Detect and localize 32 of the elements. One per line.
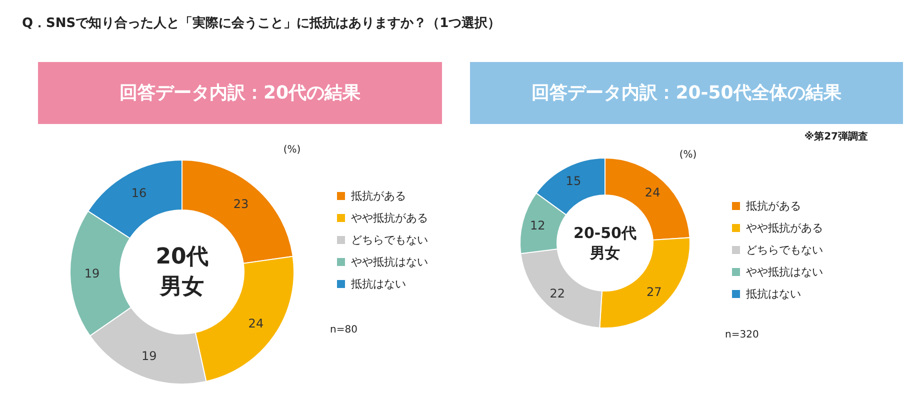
text: n=80 <box>330 324 358 336</box>
data-label: 23 <box>233 197 249 212</box>
data-label: 16 <box>131 186 147 200</box>
chart-title: 回答データ内訳：20代の結果 <box>119 82 362 104</box>
text: 20代 <box>156 244 208 270</box>
legend-label: やや抵抗がある <box>351 212 428 224</box>
legend-label: どちらでもない <box>746 244 823 256</box>
legend-label: やや抵抗がある <box>746 222 823 234</box>
data-label: 24 <box>644 185 660 200</box>
data-label: 15 <box>566 174 582 188</box>
text: (%) <box>283 144 301 156</box>
text: (%) <box>679 150 697 160</box>
text: 20-50代 <box>574 224 636 242</box>
legend-label: やや抵抗はない <box>746 266 823 278</box>
text: n=320 <box>725 330 759 340</box>
data-label: 22 <box>550 286 566 301</box>
legend-label: やや抵抗はない <box>351 256 428 268</box>
text: ※第27弾調査 <box>804 130 868 142</box>
data-label: 19 <box>84 266 100 280</box>
data-label: 27 <box>646 285 662 300</box>
legend-label: 抵抗がある <box>745 200 801 212</box>
data-label: 19 <box>142 348 157 363</box>
chart-title: 回答データ内訳：20-50代全体の結果 <box>532 82 842 104</box>
text: 男女 <box>589 244 620 262</box>
legend-label: どちらでもない <box>351 234 428 246</box>
legend-label: 抵抗はない <box>350 278 406 290</box>
data-label: 12 <box>530 218 546 233</box>
text: 男女 <box>159 274 204 300</box>
legend-label: 抵抗はない <box>745 288 801 300</box>
legend-label: 抵抗がある <box>350 190 406 202</box>
data-label: 24 <box>248 316 264 330</box>
text: Q．SNSで知り合った人と「実際に会うこと」に抵抗はありますか？（1つ選択） <box>22 14 501 32</box>
